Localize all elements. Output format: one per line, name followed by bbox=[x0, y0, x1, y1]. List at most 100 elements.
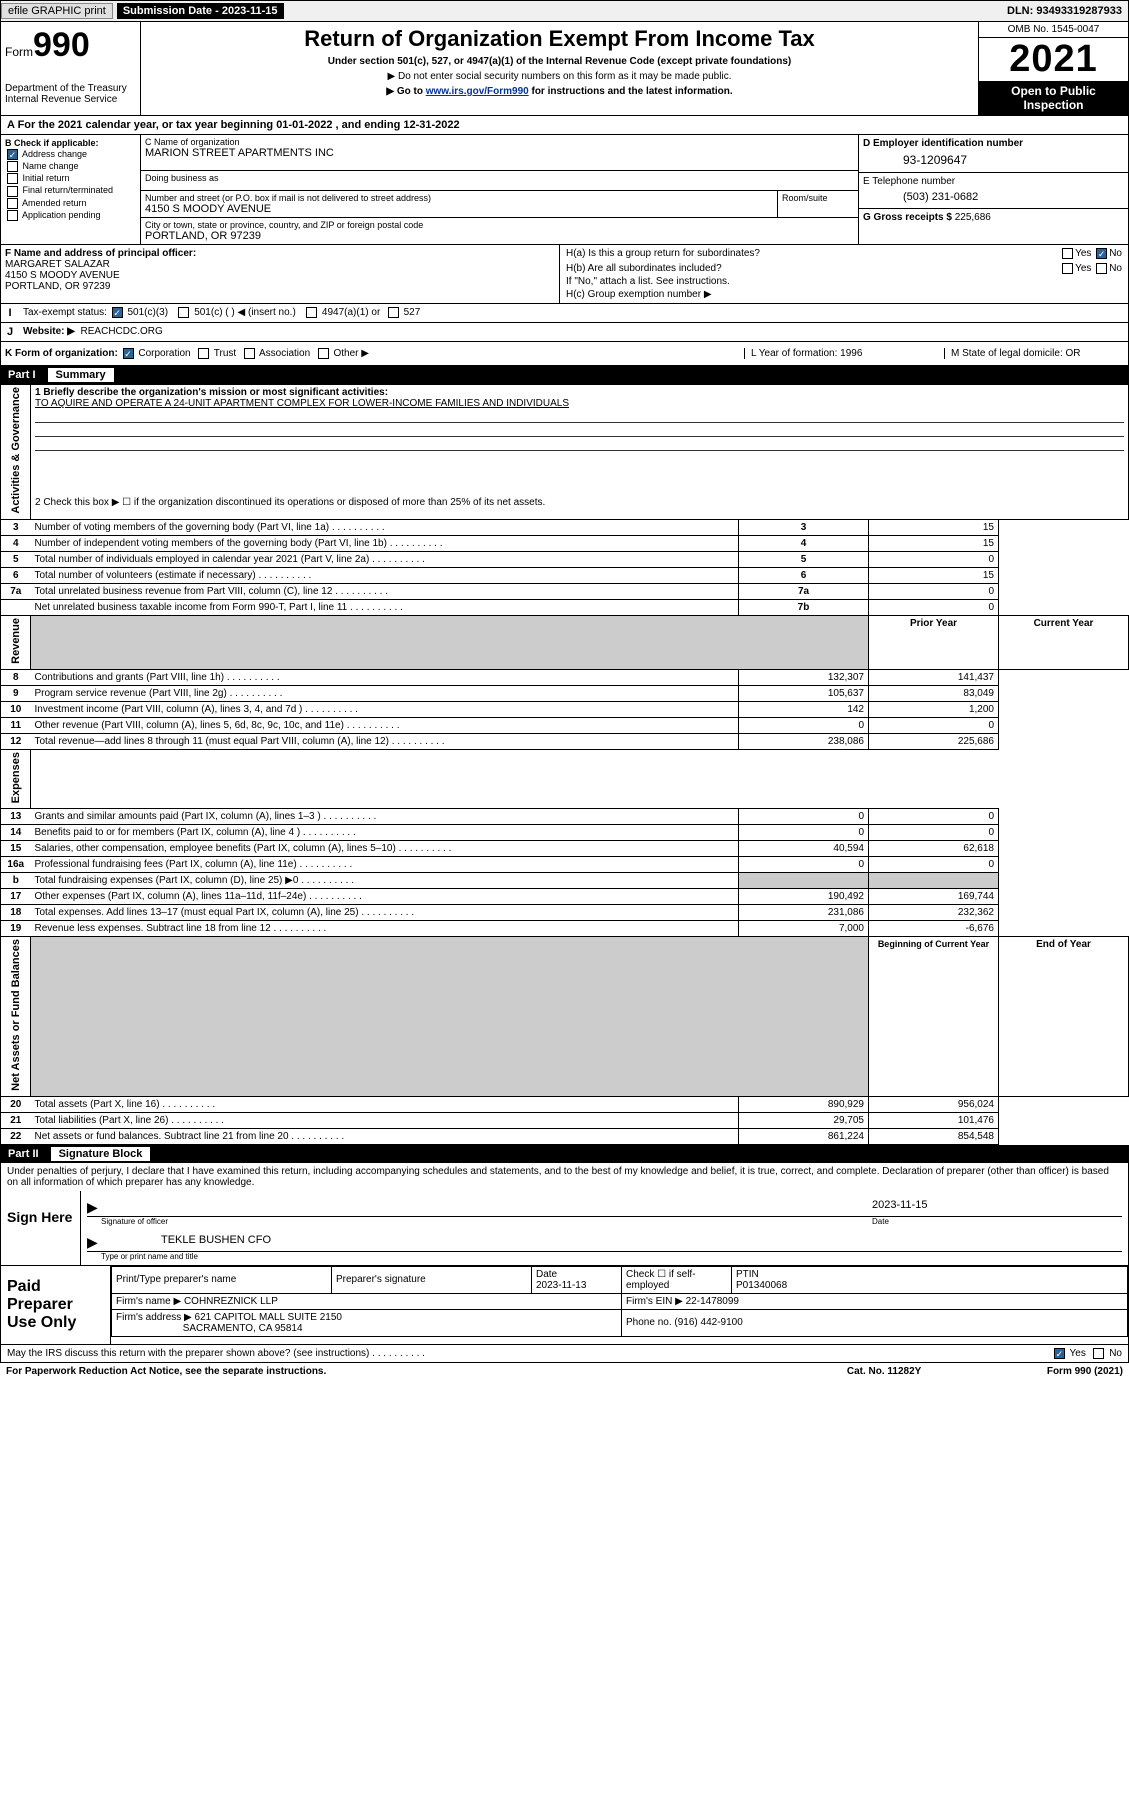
vert-netassets: Net Assets or Fund Balances bbox=[10, 939, 22, 1091]
irs-discuss-row: May the IRS discuss this return with the… bbox=[0, 1345, 1129, 1363]
discuss-no-checkbox[interactable] bbox=[1093, 1348, 1104, 1359]
ha-label: H(a) Is this a group return for subordin… bbox=[566, 248, 760, 259]
sig-declaration: Under penalties of perjury, I declare th… bbox=[1, 1163, 1128, 1191]
street-label: Number and street (or P.O. box if mail i… bbox=[145, 193, 773, 203]
efile-print-button[interactable]: efile GRAPHIC print bbox=[1, 3, 113, 19]
form-subtitle: Under section 501(c), 527, or 4947(a)(1)… bbox=[149, 56, 970, 67]
line1-label: 1 Briefly describe the organization's mi… bbox=[35, 387, 388, 398]
dln: DLN: 93493319287933 bbox=[1007, 5, 1128, 17]
officer-name: MARGARET SALAZAR bbox=[5, 259, 110, 270]
website-value: REACHCDC.ORG bbox=[81, 326, 163, 337]
assoc-checkbox[interactable] bbox=[244, 348, 255, 359]
phone-value: (503) 231-0682 bbox=[863, 187, 1124, 205]
discuss-yes-checkbox[interactable]: ✓ bbox=[1054, 1348, 1065, 1359]
dept-treasury: Department of the Treasury Internal Reve… bbox=[5, 83, 136, 105]
prep-sig-hdr: Preparer's signature bbox=[332, 1266, 532, 1293]
527-checkbox[interactable] bbox=[388, 307, 399, 318]
phone-label: E Telephone number bbox=[863, 176, 1124, 187]
col-d-ein-phone: D Employer identification number 93-1209… bbox=[858, 135, 1128, 244]
officer-addr2: PORTLAND, OR 97239 bbox=[5, 281, 110, 292]
colb-opt-2[interactable]: Initial return bbox=[5, 173, 136, 184]
paid-preparer-block: Paid Preparer Use Only Print/Type prepar… bbox=[0, 1266, 1129, 1345]
firm-addr1: 621 CAPITOL MALL SUITE 2150 bbox=[195, 1312, 342, 1323]
ha-yes-checkbox[interactable] bbox=[1062, 248, 1073, 259]
form-title: Return of Organization Exempt From Incom… bbox=[149, 26, 970, 52]
year-formation: L Year of formation: 1996 bbox=[744, 348, 944, 359]
tax-year: 2021 bbox=[979, 38, 1128, 81]
hb-note: If "No," attach a list. See instructions… bbox=[566, 276, 1122, 287]
row-k-org-form: K Form of organization: ✓ Corporation Tr… bbox=[0, 342, 1129, 366]
firm-name: COHNREZNICK LLP bbox=[184, 1296, 278, 1307]
vert-revenue: Revenue bbox=[10, 618, 22, 664]
officer-label: F Name and address of principal officer: bbox=[5, 248, 196, 259]
gross-receipts-label: G Gross receipts $ bbox=[863, 212, 952, 223]
ssn-warning: ▶ Do not enter social security numbers o… bbox=[149, 71, 970, 82]
line2-text: 2 Check this box ▶ ☐ if the organization… bbox=[31, 495, 1129, 519]
irs-link[interactable]: www.irs.gov/Form990 bbox=[426, 86, 529, 97]
omb-number: OMB No. 1545-0047 bbox=[979, 22, 1128, 38]
arrow-icon: ▶ bbox=[87, 1234, 101, 1251]
summary-table: Activities & Governance 1 Briefly descri… bbox=[0, 384, 1129, 1145]
submission-date: Submission Date - 2023-11-15 bbox=[117, 3, 284, 19]
501c3-checkbox[interactable]: ✓ bbox=[112, 307, 123, 318]
form-header: Form990 Department of the Treasury Inter… bbox=[0, 22, 1129, 116]
end-year-hdr: End of Year bbox=[999, 936, 1129, 1096]
sig-name-value: TEKLE BUSHEN CFO bbox=[101, 1234, 1122, 1251]
current-year-hdr: Current Year bbox=[999, 615, 1129, 669]
org-name: MARION STREET APARTMENTS INC bbox=[145, 147, 854, 159]
signature-block: Under penalties of perjury, I declare th… bbox=[0, 1163, 1129, 1266]
street-value: 4150 S MOODY AVENUE bbox=[145, 203, 773, 215]
row-i-tax-status: I Tax-exempt status: ✓ 501(c)(3) 501(c) … bbox=[0, 304, 1129, 323]
firm-phone: (916) 442-9100 bbox=[674, 1317, 742, 1328]
begin-year-hdr: Beginning of Current Year bbox=[869, 936, 999, 1096]
firm-ein: 22-1478099 bbox=[686, 1296, 739, 1307]
sig-officer-label: Signature of officer bbox=[101, 1217, 872, 1226]
room-suite-label: Room/suite bbox=[778, 191, 858, 218]
prep-date: 2023-11-13 bbox=[536, 1280, 586, 1291]
hb-yes-checkbox[interactable] bbox=[1062, 263, 1073, 274]
city-label: City or town, state or province, country… bbox=[145, 220, 854, 230]
colb-opt-3[interactable]: Final return/terminated bbox=[5, 185, 136, 196]
col-b-checkboxes: B Check if applicable: ✓ Address change … bbox=[1, 135, 141, 244]
form-number: Form990 bbox=[5, 26, 136, 65]
colb-opt-5[interactable]: Application pending bbox=[5, 210, 136, 221]
ein-label: D Employer identification number bbox=[863, 138, 1124, 149]
public-inspection: Open to Public Inspection bbox=[979, 81, 1128, 115]
trust-checkbox[interactable] bbox=[198, 348, 209, 359]
501c-checkbox[interactable] bbox=[178, 307, 189, 318]
block-bcd: B Check if applicable: ✓ Address change … bbox=[0, 135, 1129, 245]
city-value: PORTLAND, OR 97239 bbox=[145, 230, 854, 242]
colb-opt-0[interactable]: ✓ Address change bbox=[5, 149, 136, 160]
hb-no-checkbox[interactable] bbox=[1096, 263, 1107, 274]
col-c-org-info: C Name of organization MARION STREET APA… bbox=[141, 135, 858, 244]
colb-opt-4[interactable]: Amended return bbox=[5, 198, 136, 209]
4947-checkbox[interactable] bbox=[306, 307, 317, 318]
part2-header: Part II Signature Block bbox=[0, 1145, 1129, 1163]
block-fh: F Name and address of principal officer:… bbox=[0, 245, 1129, 304]
colb-opt-1[interactable]: Name change bbox=[5, 161, 136, 172]
page-footer: For Paperwork Reduction Act Notice, see … bbox=[0, 1363, 1129, 1380]
org-name-label: C Name of organization bbox=[145, 137, 854, 147]
sig-date-label: Date bbox=[872, 1217, 1122, 1226]
goto-link-line: ▶ Go to www.irs.gov/Form990 for instruct… bbox=[149, 86, 970, 97]
ein-value: 93-1209647 bbox=[863, 149, 1124, 169]
officer-addr1: 4150 S MOODY AVENUE bbox=[5, 270, 120, 281]
dba-label: Doing business as bbox=[145, 173, 854, 183]
corp-checkbox[interactable]: ✓ bbox=[123, 348, 134, 359]
row-j-website: J Website: ▶ REACHCDC.ORG bbox=[0, 323, 1129, 342]
sign-here-label: Sign Here bbox=[1, 1191, 81, 1265]
mission-text: TO AQUIRE AND OPERATE A 24-UNIT APARTMEN… bbox=[35, 398, 569, 409]
prior-year-hdr: Prior Year bbox=[869, 615, 999, 669]
prep-name-hdr: Print/Type preparer's name bbox=[112, 1266, 332, 1293]
ha-no-checkbox[interactable]: ✓ bbox=[1096, 248, 1107, 259]
top-toolbar: efile GRAPHIC print Submission Date - 20… bbox=[0, 0, 1129, 22]
state-domicile: M State of legal domicile: OR bbox=[944, 348, 1124, 359]
hb-label: H(b) Are all subordinates included? bbox=[566, 263, 722, 274]
self-employed-check: Check ☐ if self-employed bbox=[622, 1266, 732, 1293]
part1-header: Part I Summary bbox=[0, 366, 1129, 384]
hc-label: H(c) Group exemption number ▶ bbox=[566, 289, 1122, 300]
vert-activities: Activities & Governance bbox=[10, 387, 22, 514]
arrow-icon: ▶ bbox=[87, 1199, 101, 1216]
other-checkbox[interactable] bbox=[318, 348, 329, 359]
line-a-tax-year: A For the 2021 calendar year, or tax yea… bbox=[0, 116, 1129, 135]
